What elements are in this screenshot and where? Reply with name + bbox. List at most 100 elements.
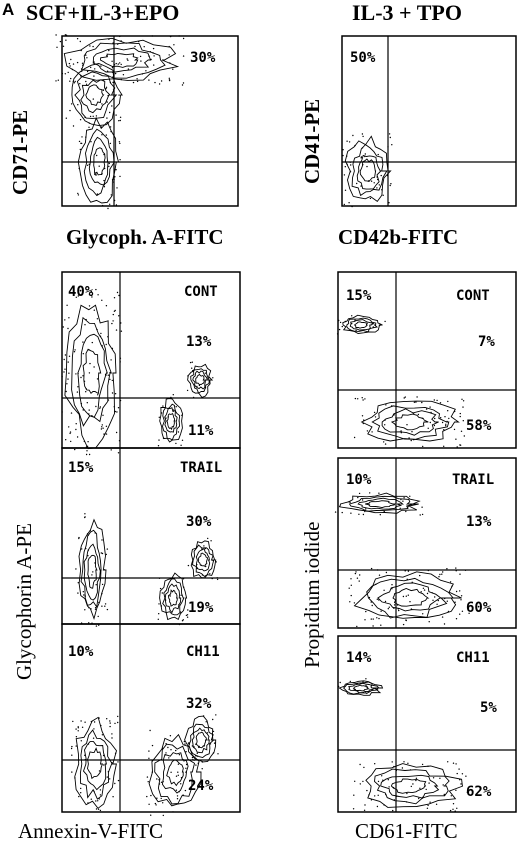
event-dot bbox=[354, 397, 357, 400]
event-dot bbox=[108, 38, 110, 40]
event-dot bbox=[376, 187, 378, 189]
event-dot bbox=[65, 39, 67, 41]
event-dot bbox=[187, 564, 190, 567]
event-dot bbox=[100, 428, 103, 430]
quadrant-label-upper-left: 10% bbox=[68, 644, 94, 660]
cell-population bbox=[146, 729, 205, 817]
contour-line bbox=[64, 304, 117, 450]
event-dot bbox=[140, 60, 142, 62]
event-dot bbox=[415, 777, 418, 779]
event-dot bbox=[362, 422, 364, 425]
event-dot bbox=[355, 571, 357, 573]
event-dot bbox=[80, 720, 82, 722]
quadrant-label-upper-left: 15% bbox=[68, 460, 94, 476]
event-dot bbox=[103, 179, 105, 182]
event-dot bbox=[110, 194, 113, 196]
event-dot bbox=[405, 595, 407, 597]
event-dot bbox=[348, 587, 350, 589]
contour-line bbox=[162, 578, 185, 616]
event-dot bbox=[432, 599, 434, 601]
event-dot bbox=[351, 205, 353, 208]
event-dot bbox=[70, 103, 73, 105]
quadrant-label-lower-right: 11% bbox=[188, 423, 214, 439]
event-dot bbox=[183, 760, 185, 762]
event-dot bbox=[182, 55, 185, 57]
event-dot bbox=[84, 721, 86, 723]
event-dot bbox=[356, 182, 358, 185]
event-dot bbox=[160, 797, 162, 800]
event-dot bbox=[97, 394, 99, 396]
event-dot bbox=[355, 329, 357, 332]
event-dot bbox=[193, 746, 195, 748]
event-dot bbox=[106, 55, 108, 57]
event-dot bbox=[69, 80, 71, 82]
event-dot bbox=[383, 441, 385, 443]
event-dot bbox=[114, 722, 116, 725]
event-dot bbox=[363, 766, 365, 769]
event-dot bbox=[184, 789, 187, 792]
event-dot bbox=[356, 625, 358, 628]
event-dot bbox=[415, 401, 417, 403]
event-dot bbox=[66, 304, 68, 306]
contour-line bbox=[82, 741, 107, 791]
event-dot bbox=[421, 417, 423, 420]
contour-line bbox=[351, 144, 388, 197]
event-dot bbox=[403, 761, 405, 763]
contour-line bbox=[359, 158, 377, 183]
event-dot bbox=[90, 608, 92, 610]
event-dot bbox=[68, 317, 70, 319]
event-dot bbox=[459, 573, 461, 575]
event-dot bbox=[111, 733, 113, 735]
event-dot bbox=[196, 752, 198, 754]
event-dot bbox=[88, 607, 90, 609]
contour-line bbox=[342, 314, 383, 334]
event-dot bbox=[71, 754, 73, 756]
bottom-left-panel-trail: 15% TRAIL 30% 19% bbox=[61, 447, 241, 627]
event-dot bbox=[155, 804, 157, 806]
event-dot bbox=[68, 426, 70, 428]
event-dot bbox=[175, 789, 178, 791]
event-dot bbox=[400, 498, 402, 501]
event-dot bbox=[106, 718, 108, 720]
event-dot bbox=[357, 398, 359, 400]
event-dot bbox=[94, 562, 96, 564]
event-dot bbox=[118, 294, 120, 297]
contour-line bbox=[164, 583, 182, 614]
event-dot bbox=[85, 54, 87, 56]
event-dot bbox=[426, 592, 429, 595]
condition-label: CH11 bbox=[456, 650, 490, 666]
event-dot bbox=[97, 294, 99, 296]
event-dot bbox=[87, 555, 89, 557]
event-dot bbox=[158, 783, 161, 785]
event-dot bbox=[113, 63, 116, 66]
quadrant-label-lower-right: 58% bbox=[466, 418, 492, 434]
event-dot bbox=[349, 601, 351, 603]
event-dot bbox=[369, 492, 371, 494]
event-dot bbox=[364, 691, 367, 693]
event-dot bbox=[92, 115, 94, 118]
quadrant-label-upper-right: 32% bbox=[186, 696, 212, 712]
event-dot bbox=[115, 114, 117, 116]
event-dot bbox=[59, 40, 62, 43]
contour-line bbox=[353, 571, 462, 619]
bottom-right-panel-cont: 15% CONT 7% 58% bbox=[336, 271, 517, 449]
event-dot bbox=[90, 798, 93, 800]
contour-line bbox=[77, 333, 108, 418]
quadrant-label-upper-right: 30% bbox=[190, 50, 216, 66]
event-dot bbox=[75, 428, 77, 431]
event-dot bbox=[162, 437, 165, 439]
event-dot bbox=[80, 740, 83, 742]
contour-line bbox=[371, 405, 450, 440]
contour-line bbox=[190, 540, 217, 579]
event-dot bbox=[91, 294, 93, 296]
event-dot bbox=[434, 417, 436, 420]
event-dot bbox=[389, 184, 391, 187]
event-dot bbox=[147, 781, 149, 783]
event-dot bbox=[411, 431, 413, 433]
event-dot bbox=[446, 420, 448, 423]
event-dot bbox=[84, 513, 86, 515]
event-dot bbox=[106, 608, 109, 611]
event-dot bbox=[461, 398, 463, 400]
event-dot bbox=[77, 104, 79, 106]
event-dot bbox=[119, 399, 122, 402]
